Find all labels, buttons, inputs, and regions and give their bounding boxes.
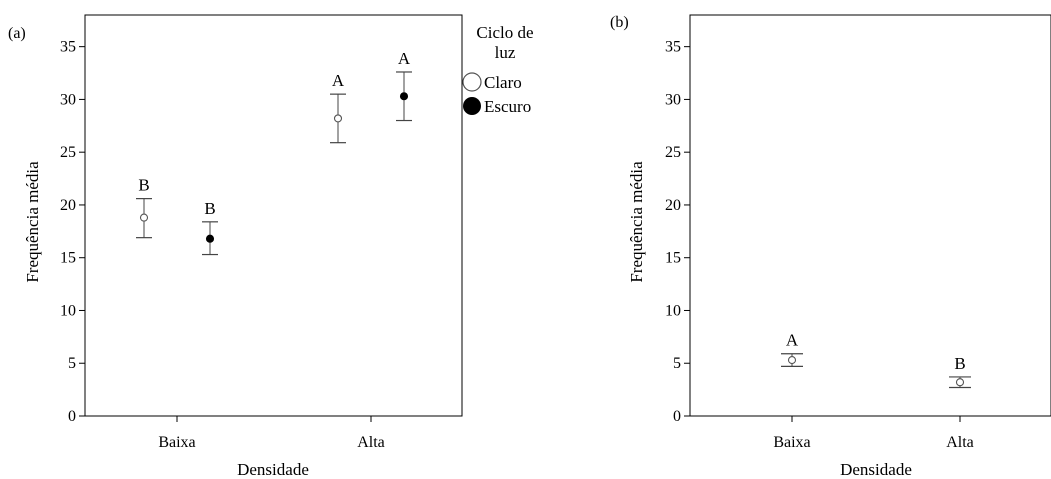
x-tick-label: Alta xyxy=(357,434,385,451)
plot-area-a xyxy=(84,14,463,417)
panel-label-a: (a) xyxy=(8,25,26,42)
plot-area-b xyxy=(689,14,1051,417)
panel-b: (b) Densidade Frequência média 0 5 10 15 20 2… xyxy=(610,14,1051,479)
significance-letter: A xyxy=(332,71,345,90)
y-tick-label: 15 xyxy=(665,250,681,267)
mean-point-filled xyxy=(399,92,409,101)
y-tick-label: 10 xyxy=(60,302,76,319)
data-marks-a: B A B A xyxy=(136,49,412,256)
significance-letter: A xyxy=(786,331,799,350)
mean-point-open xyxy=(139,213,149,222)
y-tick-label: 20 xyxy=(665,197,681,214)
y-tick-label: 15 xyxy=(60,250,76,267)
mean-point-open xyxy=(787,356,797,365)
data-marks-b: AB xyxy=(781,331,971,389)
legend-escuro-marker xyxy=(463,97,481,115)
y-tick-label: 0 xyxy=(673,408,681,425)
x-tick-label: Baixa xyxy=(773,434,810,451)
y-tick-label: 0 xyxy=(68,408,76,425)
y-tick-label: 5 xyxy=(68,355,76,372)
x-tick-label: Baixa xyxy=(158,434,195,451)
panel-label-b: (b) xyxy=(610,14,629,31)
legend: Ciclo de luz Claro Escuro xyxy=(462,23,534,116)
y-ticks-a: 0 5 10 15 20 25 30 35 xyxy=(60,39,85,425)
significance-letter: B xyxy=(138,176,149,195)
y-ticks-b: 0 5 10 15 20 25 30 35 xyxy=(665,39,690,425)
y-axis-label-a: Frequência média xyxy=(23,161,42,283)
legend-title-line-1: Ciclo de xyxy=(476,23,533,42)
mean-point-open xyxy=(333,114,343,123)
y-axis-label-b: Frequência média xyxy=(627,161,646,283)
significance-letter: B xyxy=(954,354,965,373)
mean-point-filled xyxy=(205,234,215,243)
x-axis-label-b: Densidade xyxy=(840,460,912,479)
y-tick-label: 35 xyxy=(60,39,76,56)
x-ticks-a: Baixa Alta xyxy=(158,416,385,451)
x-tick-label: Alta xyxy=(946,434,974,451)
significance-letter: B xyxy=(204,199,215,218)
y-tick-label: 35 xyxy=(665,39,681,56)
panel-a: (a) Densidade Frequência média 0 5 10 15 20 2… xyxy=(8,14,534,479)
x-axis-label-a: Densidade xyxy=(237,460,309,479)
y-tick-label: 10 xyxy=(665,302,681,319)
y-tick-label: 30 xyxy=(665,91,681,108)
y-tick-label: 25 xyxy=(665,144,681,161)
legend-claro-marker xyxy=(462,72,482,92)
x-ticks-b: Baixa Alta xyxy=(773,416,974,451)
y-tick-label: 25 xyxy=(60,144,76,161)
legend-escuro-label: Escuro xyxy=(484,97,531,116)
y-tick-label: 20 xyxy=(60,197,76,214)
legend-claro-label: Claro xyxy=(484,73,522,92)
mean-point-open xyxy=(955,378,965,387)
y-tick-label: 30 xyxy=(60,91,76,108)
y-tick-label: 5 xyxy=(673,355,681,372)
significance-letter: A xyxy=(398,49,411,68)
legend-title-line-2: luz xyxy=(495,43,516,62)
